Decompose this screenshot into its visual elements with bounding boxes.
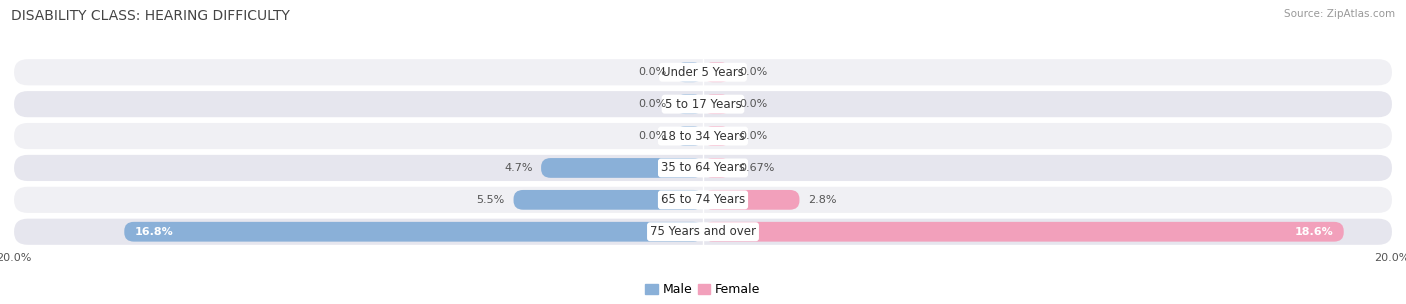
- Text: 18 to 34 Years: 18 to 34 Years: [661, 130, 745, 143]
- FancyBboxPatch shape: [513, 190, 703, 210]
- Text: 5 to 17 Years: 5 to 17 Years: [665, 98, 741, 111]
- Text: 0.0%: 0.0%: [638, 131, 666, 141]
- FancyBboxPatch shape: [124, 222, 703, 242]
- Text: 0.67%: 0.67%: [740, 163, 775, 173]
- Text: DISABILITY CLASS: HEARING DIFFICULTY: DISABILITY CLASS: HEARING DIFFICULTY: [11, 9, 290, 23]
- Text: 0.0%: 0.0%: [638, 67, 666, 77]
- FancyBboxPatch shape: [703, 222, 1344, 242]
- Text: 16.8%: 16.8%: [135, 227, 173, 237]
- Text: 0.0%: 0.0%: [740, 67, 768, 77]
- FancyBboxPatch shape: [14, 155, 1392, 181]
- FancyBboxPatch shape: [703, 190, 800, 210]
- Text: 0.0%: 0.0%: [740, 99, 768, 109]
- FancyBboxPatch shape: [541, 158, 703, 178]
- FancyBboxPatch shape: [14, 123, 1392, 149]
- Text: 0.0%: 0.0%: [740, 131, 768, 141]
- FancyBboxPatch shape: [675, 126, 703, 146]
- Text: 5.5%: 5.5%: [477, 195, 505, 205]
- FancyBboxPatch shape: [14, 219, 1392, 245]
- Text: 2.8%: 2.8%: [808, 195, 837, 205]
- FancyBboxPatch shape: [703, 62, 731, 82]
- FancyBboxPatch shape: [703, 158, 731, 178]
- FancyBboxPatch shape: [703, 94, 731, 114]
- Text: 4.7%: 4.7%: [503, 163, 533, 173]
- Text: 65 to 74 Years: 65 to 74 Years: [661, 193, 745, 206]
- FancyBboxPatch shape: [675, 94, 703, 114]
- Text: Source: ZipAtlas.com: Source: ZipAtlas.com: [1284, 9, 1395, 19]
- Text: Under 5 Years: Under 5 Years: [662, 66, 744, 79]
- FancyBboxPatch shape: [14, 91, 1392, 117]
- FancyBboxPatch shape: [14, 59, 1392, 85]
- Text: 18.6%: 18.6%: [1295, 227, 1333, 237]
- Legend: Male, Female: Male, Female: [641, 278, 765, 301]
- Text: 0.0%: 0.0%: [638, 99, 666, 109]
- FancyBboxPatch shape: [675, 62, 703, 82]
- FancyBboxPatch shape: [703, 126, 731, 146]
- Text: 75 Years and over: 75 Years and over: [650, 225, 756, 238]
- FancyBboxPatch shape: [14, 187, 1392, 213]
- Text: 35 to 64 Years: 35 to 64 Years: [661, 161, 745, 174]
